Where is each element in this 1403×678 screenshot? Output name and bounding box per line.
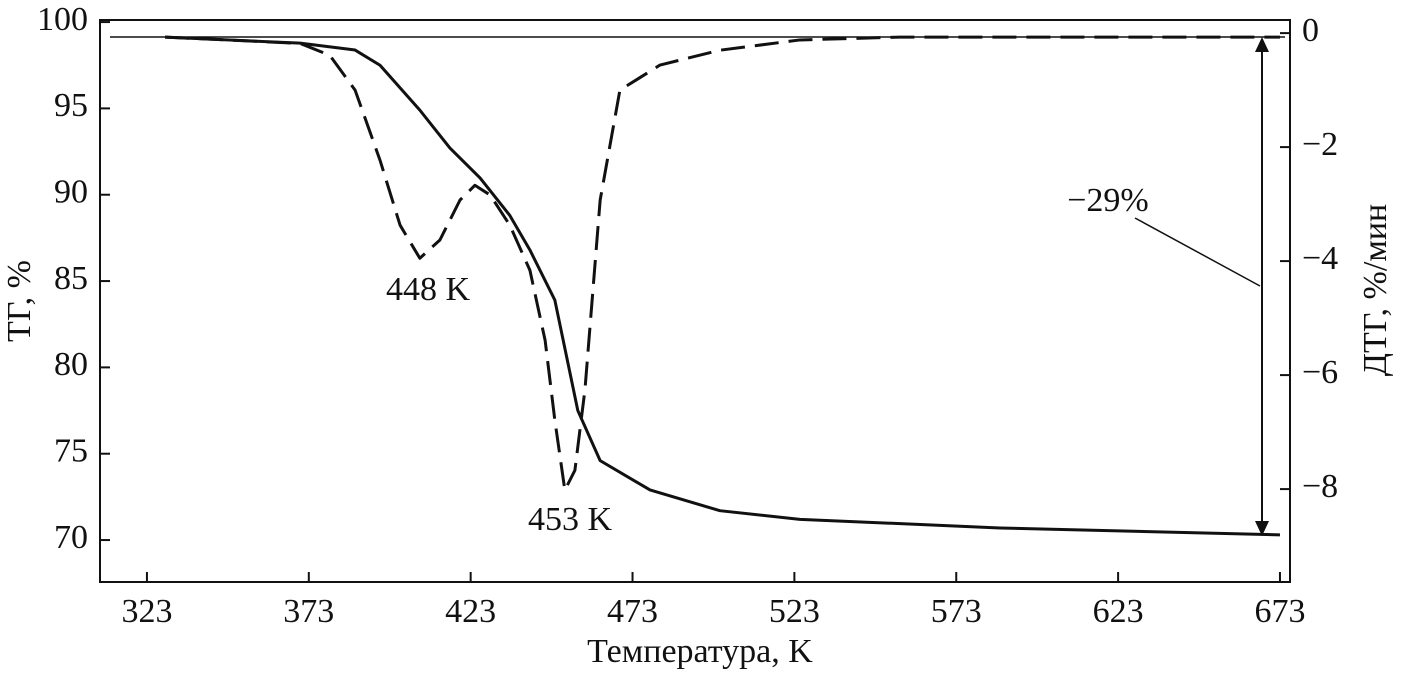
annotation: 453 K	[528, 501, 613, 538]
y2-axis-label: ДТГ, %/мин	[1357, 204, 1394, 376]
x-tick-label: 323	[121, 593, 172, 630]
y2-tick-label: −4	[1302, 240, 1338, 277]
x-tick-label: 523	[769, 593, 820, 630]
y-tick-label: 75	[54, 433, 88, 470]
y-tick-label: 80	[54, 346, 88, 383]
x-tick-label: 573	[931, 593, 982, 630]
plot-frame	[99, 19, 1291, 583]
y2-tick-label: −6	[1302, 354, 1338, 391]
x-tick-label: 423	[445, 593, 496, 630]
x-tick-label: 623	[1093, 593, 1144, 630]
y-tick-label: 70	[54, 519, 88, 556]
x-tick-label: 673	[1254, 593, 1305, 630]
y-tick-label: 100	[37, 1, 88, 38]
x-axis-label: Температура, K	[587, 633, 813, 670]
y2-tick-label: −2	[1302, 126, 1338, 163]
annotation: −29%	[1067, 182, 1149, 219]
y-axis-label: ТГ, %	[1, 260, 38, 342]
y-tick-label: 85	[54, 260, 88, 297]
x-tick-label: 473	[607, 593, 658, 630]
x-tick-label: 373	[283, 593, 334, 630]
y2-tick-label: 0	[1302, 12, 1319, 49]
y2-tick-label: −8	[1302, 468, 1338, 505]
annotation: 448 K	[386, 271, 471, 308]
y-tick-label: 90	[54, 174, 88, 211]
dtg-line	[164, 35, 1280, 492]
y-tick-label: 95	[54, 87, 88, 124]
tg-line	[165, 35, 1280, 537]
leader-line	[1134, 217, 1261, 287]
